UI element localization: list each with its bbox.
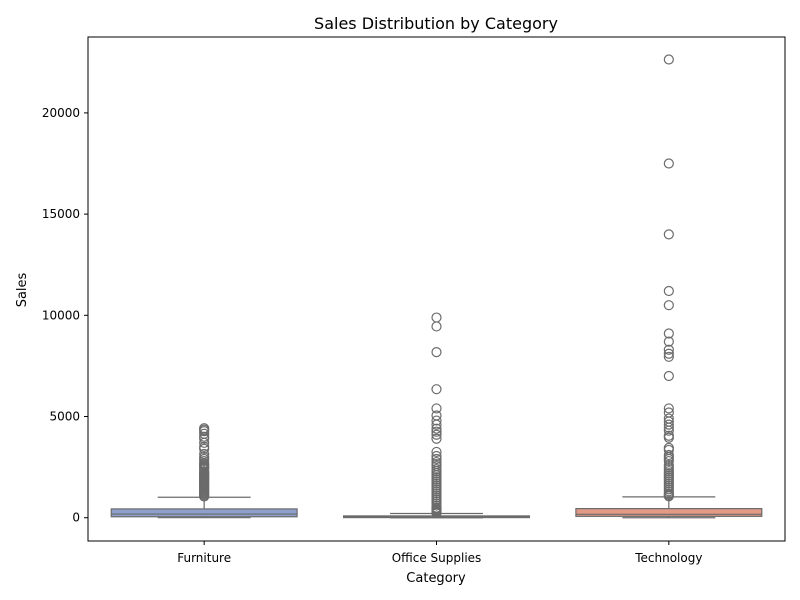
- y-tick-label: 0: [72, 511, 80, 525]
- outlier-point: [199, 443, 210, 455]
- outlier-point: [431, 423, 442, 434]
- outlier-point: [663, 351, 674, 362]
- chart-title: Sales Distribution by Category: [314, 14, 558, 33]
- outlier-point: [431, 446, 442, 458]
- outlier-point: [199, 433, 210, 444]
- outlier-point: [663, 432, 674, 443]
- outlier-point: [431, 415, 442, 426]
- outlier-point: [431, 321, 442, 332]
- outlier-point: [663, 54, 674, 65]
- outlier-point: [199, 437, 210, 448]
- outlier-point: [663, 300, 674, 311]
- box-furniture: [110, 508, 298, 518]
- x-axis-label: Category: [406, 571, 466, 586]
- outlier-point: [431, 453, 442, 465]
- outlier-point: [663, 229, 674, 240]
- y-tick-label: 15000: [42, 207, 80, 221]
- outlier-point: [431, 347, 442, 358]
- outlier-point: [431, 433, 442, 444]
- outlier-point: [663, 328, 674, 339]
- outlier-point: [663, 285, 674, 297]
- plot-frame: [87, 36, 786, 542]
- outlier-point: [431, 507, 442, 519]
- y-axis-label: Sales: [15, 272, 30, 307]
- box-technology: [575, 508, 763, 517]
- outlier-point: [663, 425, 674, 436]
- x-tick-label: Office Supplies: [392, 551, 482, 565]
- x-tick-label: Technology: [634, 551, 702, 565]
- outlier-point: [663, 158, 674, 169]
- y-tick-label: 20000: [42, 106, 80, 120]
- outlier-point: [663, 491, 674, 502]
- outlier-point: [431, 403, 442, 414]
- outlier-point: [663, 455, 674, 467]
- outlier-point: [431, 450, 442, 462]
- x-tick-label: Furniture: [177, 551, 231, 565]
- outlier-point: [431, 429, 442, 440]
- outlier-point: [431, 384, 442, 395]
- outlier-point: [663, 348, 674, 359]
- outlier-point: [199, 425, 210, 437]
- outlier-point: [663, 419, 674, 430]
- y-tick-label: 5000: [49, 410, 80, 424]
- plot-area: 0 5000 10000 15000 20000 Furniture Office Supp…: [42, 54, 763, 565]
- outlier-point: [431, 419, 442, 430]
- outlier-point: [199, 491, 210, 502]
- outlier-point: [663, 403, 674, 414]
- outlier-point: [663, 370, 674, 382]
- outlier-point: [663, 422, 674, 433]
- y-tick-label: 10000: [42, 308, 80, 322]
- outlier-point: [663, 336, 674, 347]
- outlier-point: [431, 426, 442, 437]
- outlier-point: [663, 344, 674, 355]
